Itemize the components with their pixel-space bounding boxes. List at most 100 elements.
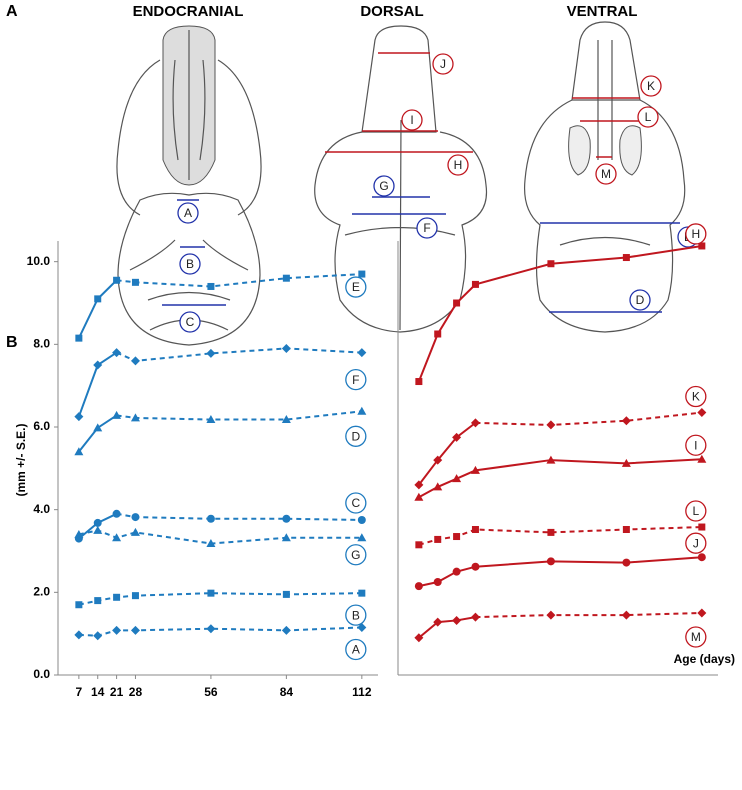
label-circle	[640, 75, 662, 97]
marker	[93, 518, 102, 527]
label-circle	[685, 626, 707, 648]
marker	[452, 567, 461, 576]
marker	[357, 348, 367, 358]
series-line	[116, 347, 362, 362]
marker	[74, 630, 84, 640]
series-line	[418, 616, 476, 639]
marker	[622, 558, 631, 567]
y-tick-label: 10.0	[27, 254, 51, 268]
marker	[206, 348, 216, 358]
marker	[697, 608, 707, 618]
marker	[206, 514, 215, 523]
x-axis-title: Age (days)	[674, 652, 735, 666]
x-tick-label: 84	[280, 685, 294, 699]
marker	[453, 299, 461, 307]
marker	[470, 612, 480, 622]
marker	[93, 525, 103, 534]
marker	[94, 295, 102, 303]
measure-label: M	[691, 630, 701, 644]
marker	[547, 528, 555, 536]
measure-label: J	[693, 536, 699, 550]
y-tick-label: 6.0	[33, 419, 50, 433]
marker	[358, 270, 366, 278]
y-axis-title: (mm +/- S.E.)	[14, 423, 28, 496]
measure-label: F	[352, 373, 359, 387]
series-line	[78, 592, 362, 606]
marker	[130, 356, 140, 366]
measure-label: A	[184, 206, 192, 220]
marker	[621, 416, 631, 426]
measure-label: D	[351, 429, 360, 443]
marker	[130, 625, 140, 635]
skull-dorsal	[314, 25, 488, 333]
marker	[113, 276, 121, 284]
skull-ventral	[523, 21, 686, 333]
marker	[414, 582, 423, 591]
marker	[207, 589, 215, 597]
marker	[74, 529, 84, 538]
x-tick-label: 56	[204, 685, 218, 699]
marker	[74, 412, 84, 422]
marker	[131, 513, 140, 522]
measure-label: J	[440, 57, 446, 71]
marker	[433, 455, 443, 465]
marker	[358, 589, 366, 597]
marker	[357, 622, 367, 632]
measure-label: F	[423, 221, 430, 235]
measure-label: C	[351, 496, 360, 510]
marker	[357, 533, 367, 542]
marker	[281, 533, 291, 542]
marker	[414, 633, 424, 643]
marker	[622, 254, 630, 262]
marker	[282, 514, 291, 523]
marker	[206, 539, 216, 548]
marker	[281, 415, 291, 424]
label-circle	[345, 544, 367, 566]
marker	[697, 553, 706, 562]
measure-label: D	[636, 293, 645, 307]
measure-label: E	[352, 280, 360, 294]
marker	[414, 492, 424, 501]
marker	[452, 615, 462, 625]
x-tick-label: 7	[76, 685, 83, 699]
marker	[621, 610, 631, 620]
label-circle	[685, 532, 707, 554]
series-line	[475, 411, 702, 426]
view-title: ENDOCRANIAL	[133, 3, 244, 20]
marker	[470, 418, 480, 428]
series-line	[418, 556, 702, 588]
marker	[281, 625, 291, 635]
series-line	[418, 458, 702, 499]
series-line	[475, 612, 702, 619]
label-circle	[179, 253, 201, 275]
measure-label: A	[352, 643, 360, 657]
marker	[622, 526, 630, 534]
marker	[94, 597, 102, 605]
series-line	[78, 626, 362, 637]
marker	[471, 280, 479, 288]
marker	[621, 458, 631, 467]
label-circle	[401, 109, 423, 131]
label-circle	[416, 217, 438, 239]
label-circle	[595, 163, 617, 185]
y-tick-label: 4.0	[33, 502, 50, 516]
x-tick-label: 21	[110, 685, 124, 699]
measure-label: I	[694, 438, 697, 452]
marker	[357, 516, 366, 524]
series-line	[116, 512, 362, 521]
label-circle	[345, 425, 367, 447]
panel-label: A	[6, 3, 18, 20]
marker	[453, 533, 461, 541]
y-tick-label: 8.0	[33, 337, 50, 351]
marker	[130, 413, 140, 422]
marker	[75, 601, 83, 609]
marker	[546, 610, 556, 620]
marker	[547, 260, 555, 268]
measure-label: I	[410, 113, 413, 127]
marker	[131, 278, 139, 286]
marker	[75, 334, 83, 342]
label-circle	[685, 434, 707, 456]
marker	[93, 423, 103, 432]
view-title: DORSAL	[360, 3, 423, 20]
label-circle	[177, 202, 199, 224]
